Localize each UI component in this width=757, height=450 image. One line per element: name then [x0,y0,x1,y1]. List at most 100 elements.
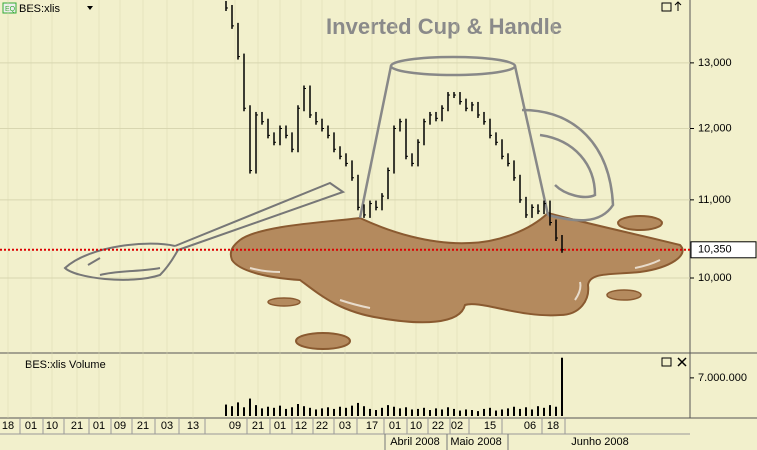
x-tick-label: 01 [25,420,37,432]
volume-bar [267,406,269,416]
volume-bar [501,409,503,416]
volume-bar [249,398,251,416]
puddle-highlight [249,259,661,309]
volume-title: BES:xlis Volume [25,359,106,371]
x-tick-label: 09 [229,420,241,432]
x-tick-label: 01 [274,420,286,432]
last-price-box [690,241,757,259]
x-tick-label: 01 [93,420,105,432]
y-tick-label: 13,000 [698,57,732,69]
cup-drawing [358,55,615,222]
volume-bar [369,408,371,416]
volume-bar [399,408,401,416]
volume-bar [255,405,257,416]
volume-bar [297,404,299,416]
x-tick-label: 22 [432,420,444,432]
volume-bar [303,406,305,416]
volume-bar [393,406,395,416]
maximize-button[interactable] [661,2,672,12]
drop [617,215,663,231]
x-tick-label: 18 [2,420,14,432]
volume-bar [333,408,335,416]
symbol-label[interactable]: BES:xlis [19,3,60,15]
volume-bar [561,357,563,416]
volume-bar [261,408,263,416]
maximize-button[interactable] [661,357,672,367]
symbol-icon[interactable] [2,2,17,14]
volume-bar [225,404,227,416]
x-tick-label: 17 [366,420,378,432]
x-tick-label: 01 [389,420,401,432]
volume-bar [477,411,479,416]
volume-bar [345,407,347,416]
volume-bar [327,407,329,416]
volume-bar [447,407,449,416]
volume-bar [237,402,239,416]
volume-bar [549,405,551,416]
x-tick-label: 21 [252,420,264,432]
volume-bar [489,407,491,416]
volume-bar [231,406,233,416]
volume-bar [435,408,437,416]
spoon-drawing [63,181,346,281]
annotation-title: Inverted Cup & Handle [326,14,562,39]
volume-bar [321,408,323,416]
volume-bar [351,405,353,416]
x-tick-label: 06 [524,420,536,432]
volume-bar [243,407,245,416]
volume-bar [273,407,275,416]
volume-bar [453,408,455,416]
volume-bar [363,406,365,416]
x-tick-label: 03 [161,420,173,432]
y-tick-label: 12,000 [698,122,732,134]
volume-bar [381,407,383,416]
volume-bar [339,406,341,416]
volume-bar [387,405,389,416]
x-tick-label: 22 [316,420,328,432]
volume-bar [495,410,497,416]
y-tick-label: 7.000.000 [698,372,747,384]
volume-bar [513,406,515,416]
x-tick-label: 09 [114,420,126,432]
x-tick-label: 10 [410,420,422,432]
month-label: Junho 2008 [571,436,629,448]
volume-bar [537,406,539,416]
drop [606,289,642,301]
dropdown-arrow[interactable] [87,6,93,10]
drop [295,332,351,350]
x-tick-label: 18 [547,420,559,432]
volume-bar [375,410,377,416]
volume-bar [423,407,425,416]
volume-bar [405,407,407,416]
volume-bar [441,409,443,416]
volume-bar [507,408,509,416]
volume-bar [519,408,521,416]
puddle [229,211,684,324]
x-tick-label: 13 [187,420,199,432]
y-tick-label: 11,000 [698,194,731,206]
volume-bar [543,407,545,416]
y-tick-label: 10,000 [698,272,732,284]
volume-bar [357,402,359,416]
x-tick-label: 03 [339,420,351,432]
volume-bar [471,410,473,416]
volume-bar [417,408,419,416]
month-label: Abril 2008 [390,436,440,448]
volume-bar [315,409,317,416]
volume-bar [285,408,287,416]
close-button[interactable] [677,357,687,367]
volume-bar [483,408,485,416]
x-tick-label: 21 [71,420,83,432]
x-tick-label: 15 [484,420,496,432]
scroll-button[interactable] [674,1,682,11]
symbol-icon-text: EQ [5,6,16,13]
volume-bar [555,406,557,416]
volume-bar [429,410,431,416]
month-label: Maio 2008 [450,436,501,448]
volume-bar [531,409,533,416]
drop [267,297,301,307]
volume-bar [525,407,527,416]
x-tick-label: 10 [46,420,58,432]
last-price-label: 10,350 [698,244,732,256]
x-tick-label: 12 [295,420,307,432]
